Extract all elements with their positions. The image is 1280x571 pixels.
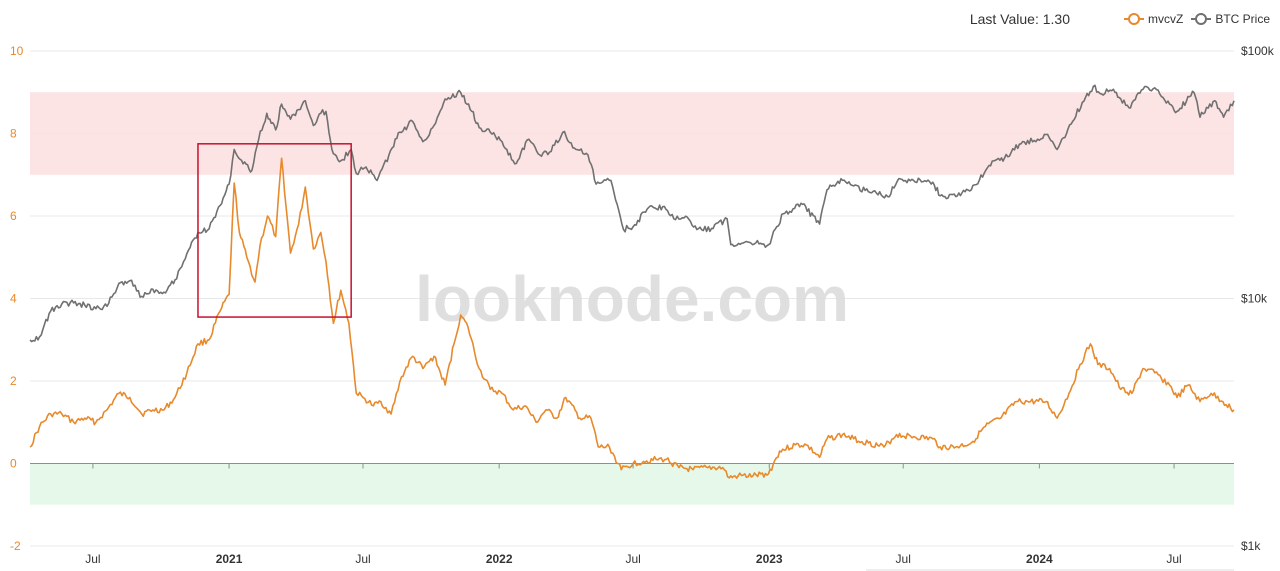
y-right-tick-label: $10k — [1241, 292, 1268, 306]
series-line-btc-price — [29, 84, 1235, 343]
y-left-tick-label: 10 — [10, 44, 24, 58]
legend-item-mvcvz[interactable]: mvcvZ — [1123, 12, 1184, 26]
legend-label-btc-price: BTC Price — [1215, 12, 1270, 26]
highlight-box — [197, 143, 352, 318]
y-left-tick-label: 0 — [10, 457, 17, 471]
legend-swatch-mvcvz — [1123, 13, 1144, 25]
y-left-tick-label: 6 — [10, 209, 17, 223]
legend-swatch-btc-price — [1191, 13, 1212, 25]
y-left-tick-label: 4 — [10, 292, 17, 306]
chart-header: Last Value: 1.30 mvcvZ BTC Price — [970, 8, 1270, 30]
legend-label-mvcvz: mvcvZ — [1147, 12, 1184, 26]
last-value-label: Last Value: 1.30 — [969, 11, 1070, 27]
y-left-tick-label: -2 — [10, 539, 21, 553]
watermark-text: looknode.com — [415, 263, 849, 335]
x-tick-label: Jul — [355, 552, 370, 566]
y-right-tick-label: $1k — [1241, 539, 1261, 553]
x-tick-label: 2023 — [756, 552, 783, 566]
x-tick-label: Jul — [896, 552, 911, 566]
green-band — [30, 463, 1234, 505]
legend-item-btc-price[interactable]: BTC Price — [1191, 12, 1270, 26]
y-right-tick-label: $100k — [1241, 44, 1275, 58]
x-tick-label: 2024 — [1026, 552, 1053, 566]
y-left-tick-label: 2 — [10, 374, 17, 388]
x-tick-label: Jul — [1166, 552, 1181, 566]
x-tick-label: 2021 — [216, 552, 243, 566]
x-tick-label: 2022 — [486, 552, 513, 566]
x-tick-label: Jul — [625, 552, 640, 566]
x-tick-label: Jul — [85, 552, 100, 566]
y-left-tick-label: 8 — [10, 127, 17, 141]
